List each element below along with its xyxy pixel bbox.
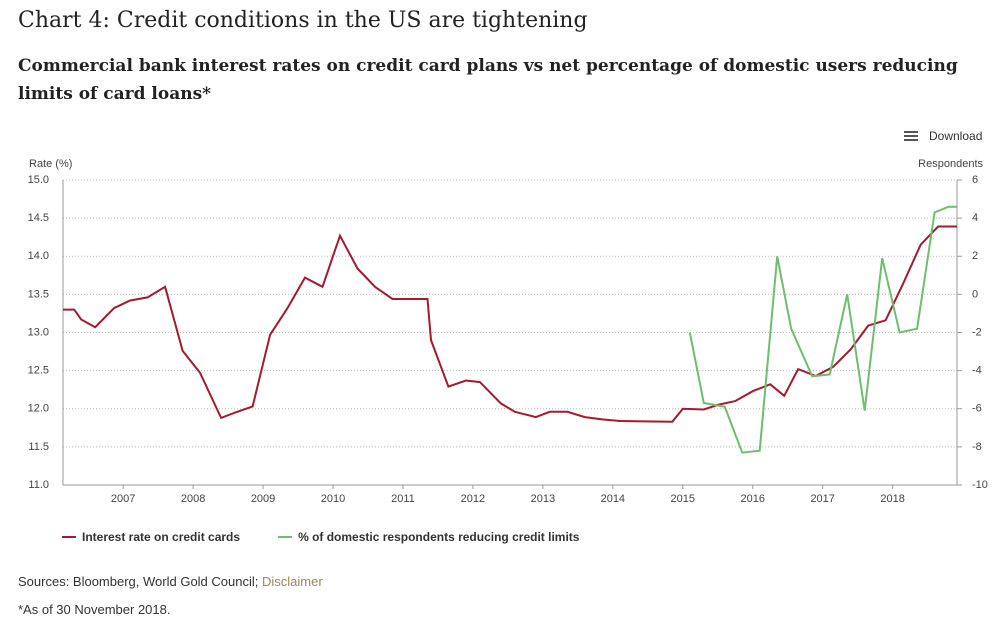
y-tick-label: 14.5 (28, 212, 49, 224)
series-line (688, 205, 957, 454)
y2-tick-label: 0 (972, 288, 978, 300)
disclaimer-link[interactable]: Disclaimer (262, 574, 323, 589)
y-tick-label: 11.5 (28, 441, 49, 453)
y2-tick-label: -4 (972, 365, 982, 377)
download-icon[interactable]: Download (904, 129, 982, 143)
x-tick-label: 2012 (461, 493, 485, 505)
legend-label: Interest rate on credit cards (82, 530, 240, 544)
y2-axis-label: Respondents (918, 158, 983, 170)
footnote: *As of 30 November 2018. (18, 602, 171, 617)
y2-tick-label: 4 (972, 212, 978, 224)
x-tick-label: 2013 (531, 493, 555, 505)
y-tick-label: 11.0 (28, 479, 49, 491)
y2-tick-label: 2 (972, 250, 978, 262)
x-tick-label: 2018 (880, 493, 904, 505)
y-tick-label: 12.5 (28, 365, 49, 377)
y-tick-label: 12.0 (28, 403, 49, 415)
series-line (63, 225, 957, 423)
chart-title: Chart 4: Credit conditions in the US are… (18, 8, 588, 33)
legend-label: % of domestic respondents reducing credi… (298, 530, 580, 544)
y2-tick-label: -10 (972, 479, 988, 491)
y-tick-label: 15.0 (28, 174, 49, 186)
x-tick-label: 2016 (740, 493, 764, 505)
source: Sources: Bloomberg, World Gold Council; … (18, 574, 323, 589)
chart-subtitle: Commercial bank interest rates on credit… (18, 56, 958, 104)
download-button[interactable]: Download (929, 129, 982, 143)
y2-tick-label: 6 (972, 174, 978, 186)
y-tick-label: 13.0 (28, 326, 49, 338)
x-tick-label: 2009 (251, 493, 275, 505)
x-tick-label: 2007 (111, 493, 135, 505)
x-tick-label: 2010 (321, 493, 345, 505)
x-tick-label: 2015 (671, 493, 695, 505)
source-text: Sources: Bloomberg, World Gold Council; (18, 574, 259, 589)
x-tick-label: 2011 (391, 493, 415, 505)
y-tick-label: 14.0 (28, 250, 49, 262)
y-axis-label: Rate (%) (29, 158, 72, 170)
x-tick-label: 2008 (181, 493, 205, 505)
y2-tick-label: -8 (972, 441, 982, 453)
y2-tick-label: -2 (972, 326, 982, 338)
x-tick-label: 2017 (810, 493, 834, 505)
y-tick-label: 13.5 (28, 288, 49, 300)
x-tick-label: 2014 (601, 493, 625, 505)
y2-tick-label: -6 (972, 403, 982, 415)
